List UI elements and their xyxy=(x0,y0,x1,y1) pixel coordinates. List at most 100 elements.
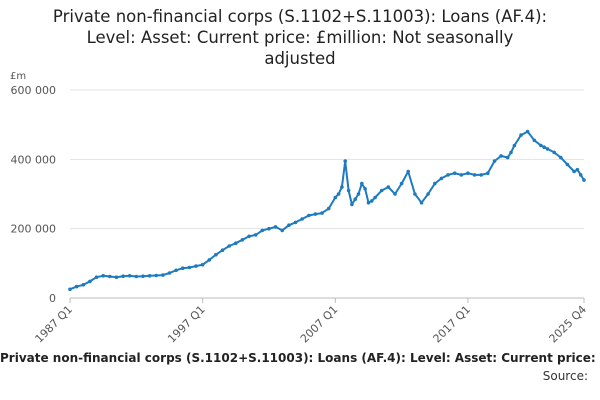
data-point[interactable] xyxy=(419,200,424,205)
data-point[interactable] xyxy=(336,192,341,196)
data-point[interactable] xyxy=(320,211,324,215)
data-point[interactable] xyxy=(127,274,132,278)
data-point[interactable] xyxy=(379,188,384,193)
data-point[interactable] xyxy=(350,202,354,207)
data-point[interactable] xyxy=(88,279,92,284)
data-point[interactable] xyxy=(293,220,298,225)
data-point[interactable] xyxy=(539,143,543,148)
data-point[interactable] xyxy=(108,274,112,279)
data-point[interactable] xyxy=(459,173,464,177)
data-point[interactable] xyxy=(214,252,218,257)
data-point[interactable] xyxy=(326,206,331,211)
data-point[interactable] xyxy=(356,192,361,196)
data-point[interactable] xyxy=(360,181,364,186)
data-point[interactable] xyxy=(300,217,304,221)
data-point[interactable] xyxy=(280,228,285,233)
data-point[interactable] xyxy=(552,150,556,155)
data-point[interactable] xyxy=(366,200,371,205)
series-line xyxy=(69,130,585,291)
data-point[interactable] xyxy=(227,244,231,248)
data-point[interactable] xyxy=(240,238,245,242)
data-point[interactable] xyxy=(194,264,198,268)
data-point[interactable] xyxy=(154,273,158,278)
chart-title-line-3: adjusted xyxy=(264,49,336,68)
data-point[interactable] xyxy=(413,192,417,196)
data-point[interactable] xyxy=(492,159,497,163)
data-point[interactable] xyxy=(313,212,318,216)
data-point[interactable] xyxy=(439,176,444,181)
data-point[interactable] xyxy=(525,129,530,134)
bottom-caption: Private non-financial corps (S.1102+S.11… xyxy=(0,351,600,365)
data-point[interactable] xyxy=(519,133,523,137)
data-point[interactable] xyxy=(200,262,205,267)
data-point[interactable] xyxy=(433,181,437,186)
data-point[interactable] xyxy=(101,274,105,278)
data-point[interactable] xyxy=(479,173,484,177)
data-point[interactable] xyxy=(353,197,358,201)
data-point[interactable] xyxy=(180,266,185,271)
data-point[interactable] xyxy=(220,248,225,252)
data-point[interactable] xyxy=(575,167,580,172)
data-point[interactable] xyxy=(114,275,119,280)
data-point[interactable] xyxy=(174,268,178,273)
data-point[interactable] xyxy=(141,274,145,279)
data-point[interactable] xyxy=(399,181,404,186)
data-point[interactable] xyxy=(466,171,470,175)
data-point[interactable] xyxy=(121,274,125,279)
data-point[interactable] xyxy=(287,223,291,227)
data-point[interactable] xyxy=(393,192,397,196)
data-point[interactable] xyxy=(559,155,563,160)
data-point[interactable] xyxy=(386,185,391,189)
data-point[interactable] xyxy=(512,143,517,148)
data-point[interactable] xyxy=(81,283,86,287)
data-point[interactable] xyxy=(94,275,99,280)
data-point[interactable] xyxy=(343,159,348,163)
data-point[interactable] xyxy=(499,154,503,158)
data-point[interactable] xyxy=(161,273,165,277)
data-point[interactable] xyxy=(307,213,311,218)
data-point[interactable] xyxy=(373,195,377,200)
data-point[interactable] xyxy=(486,171,490,175)
data-point[interactable] xyxy=(565,162,570,167)
data-point[interactable] xyxy=(147,274,152,278)
data-point[interactable] xyxy=(370,199,374,203)
data-point[interactable] xyxy=(167,271,172,275)
data-point[interactable] xyxy=(542,145,546,149)
data-point[interactable] xyxy=(363,187,367,191)
data-point[interactable] xyxy=(545,147,550,151)
data-point[interactable] xyxy=(452,171,457,175)
x-tick-label: 1997 Q1 xyxy=(165,303,208,346)
data-point[interactable] xyxy=(472,173,477,177)
data-point[interactable] xyxy=(346,188,351,193)
axes: 0 200 000 400 000 600 000 1987 Q1 1997 Q1 2007… xyxy=(11,84,590,345)
data-point[interactable] xyxy=(68,287,72,292)
chart-title: Private non-financial corps (S.1102+S.11… xyxy=(0,6,600,69)
y-tick-label: 400 000 xyxy=(11,153,57,166)
bottom-caption-text: Private non-financial corps (S.1102+S.11… xyxy=(0,351,600,365)
data-point[interactable] xyxy=(333,195,338,200)
data-point[interactable] xyxy=(582,178,586,182)
data-point[interactable] xyxy=(74,284,79,289)
data-point[interactable] xyxy=(426,192,430,196)
data-point[interactable] xyxy=(207,258,212,262)
data-point[interactable] xyxy=(253,233,258,237)
data-point[interactable] xyxy=(134,274,139,279)
data-point[interactable] xyxy=(578,173,583,177)
data-point[interactable] xyxy=(509,150,513,155)
y-tick-label: 0 xyxy=(49,292,56,305)
data-point[interactable] xyxy=(247,234,251,239)
data-point[interactable] xyxy=(572,169,576,174)
data-point[interactable] xyxy=(273,225,278,229)
x-tick-label: 2007 Q1 xyxy=(298,303,341,346)
data-point[interactable] xyxy=(187,265,192,270)
data-point[interactable] xyxy=(260,228,265,233)
data-point[interactable] xyxy=(267,226,271,231)
data-point[interactable] xyxy=(340,185,344,189)
data-point[interactable] xyxy=(234,241,238,245)
gridlines xyxy=(70,89,584,299)
data-point[interactable] xyxy=(532,138,537,143)
source-label: Source: xyxy=(542,369,588,383)
data-point[interactable] xyxy=(446,173,450,177)
data-point[interactable] xyxy=(406,169,411,174)
data-point[interactable] xyxy=(505,155,510,160)
